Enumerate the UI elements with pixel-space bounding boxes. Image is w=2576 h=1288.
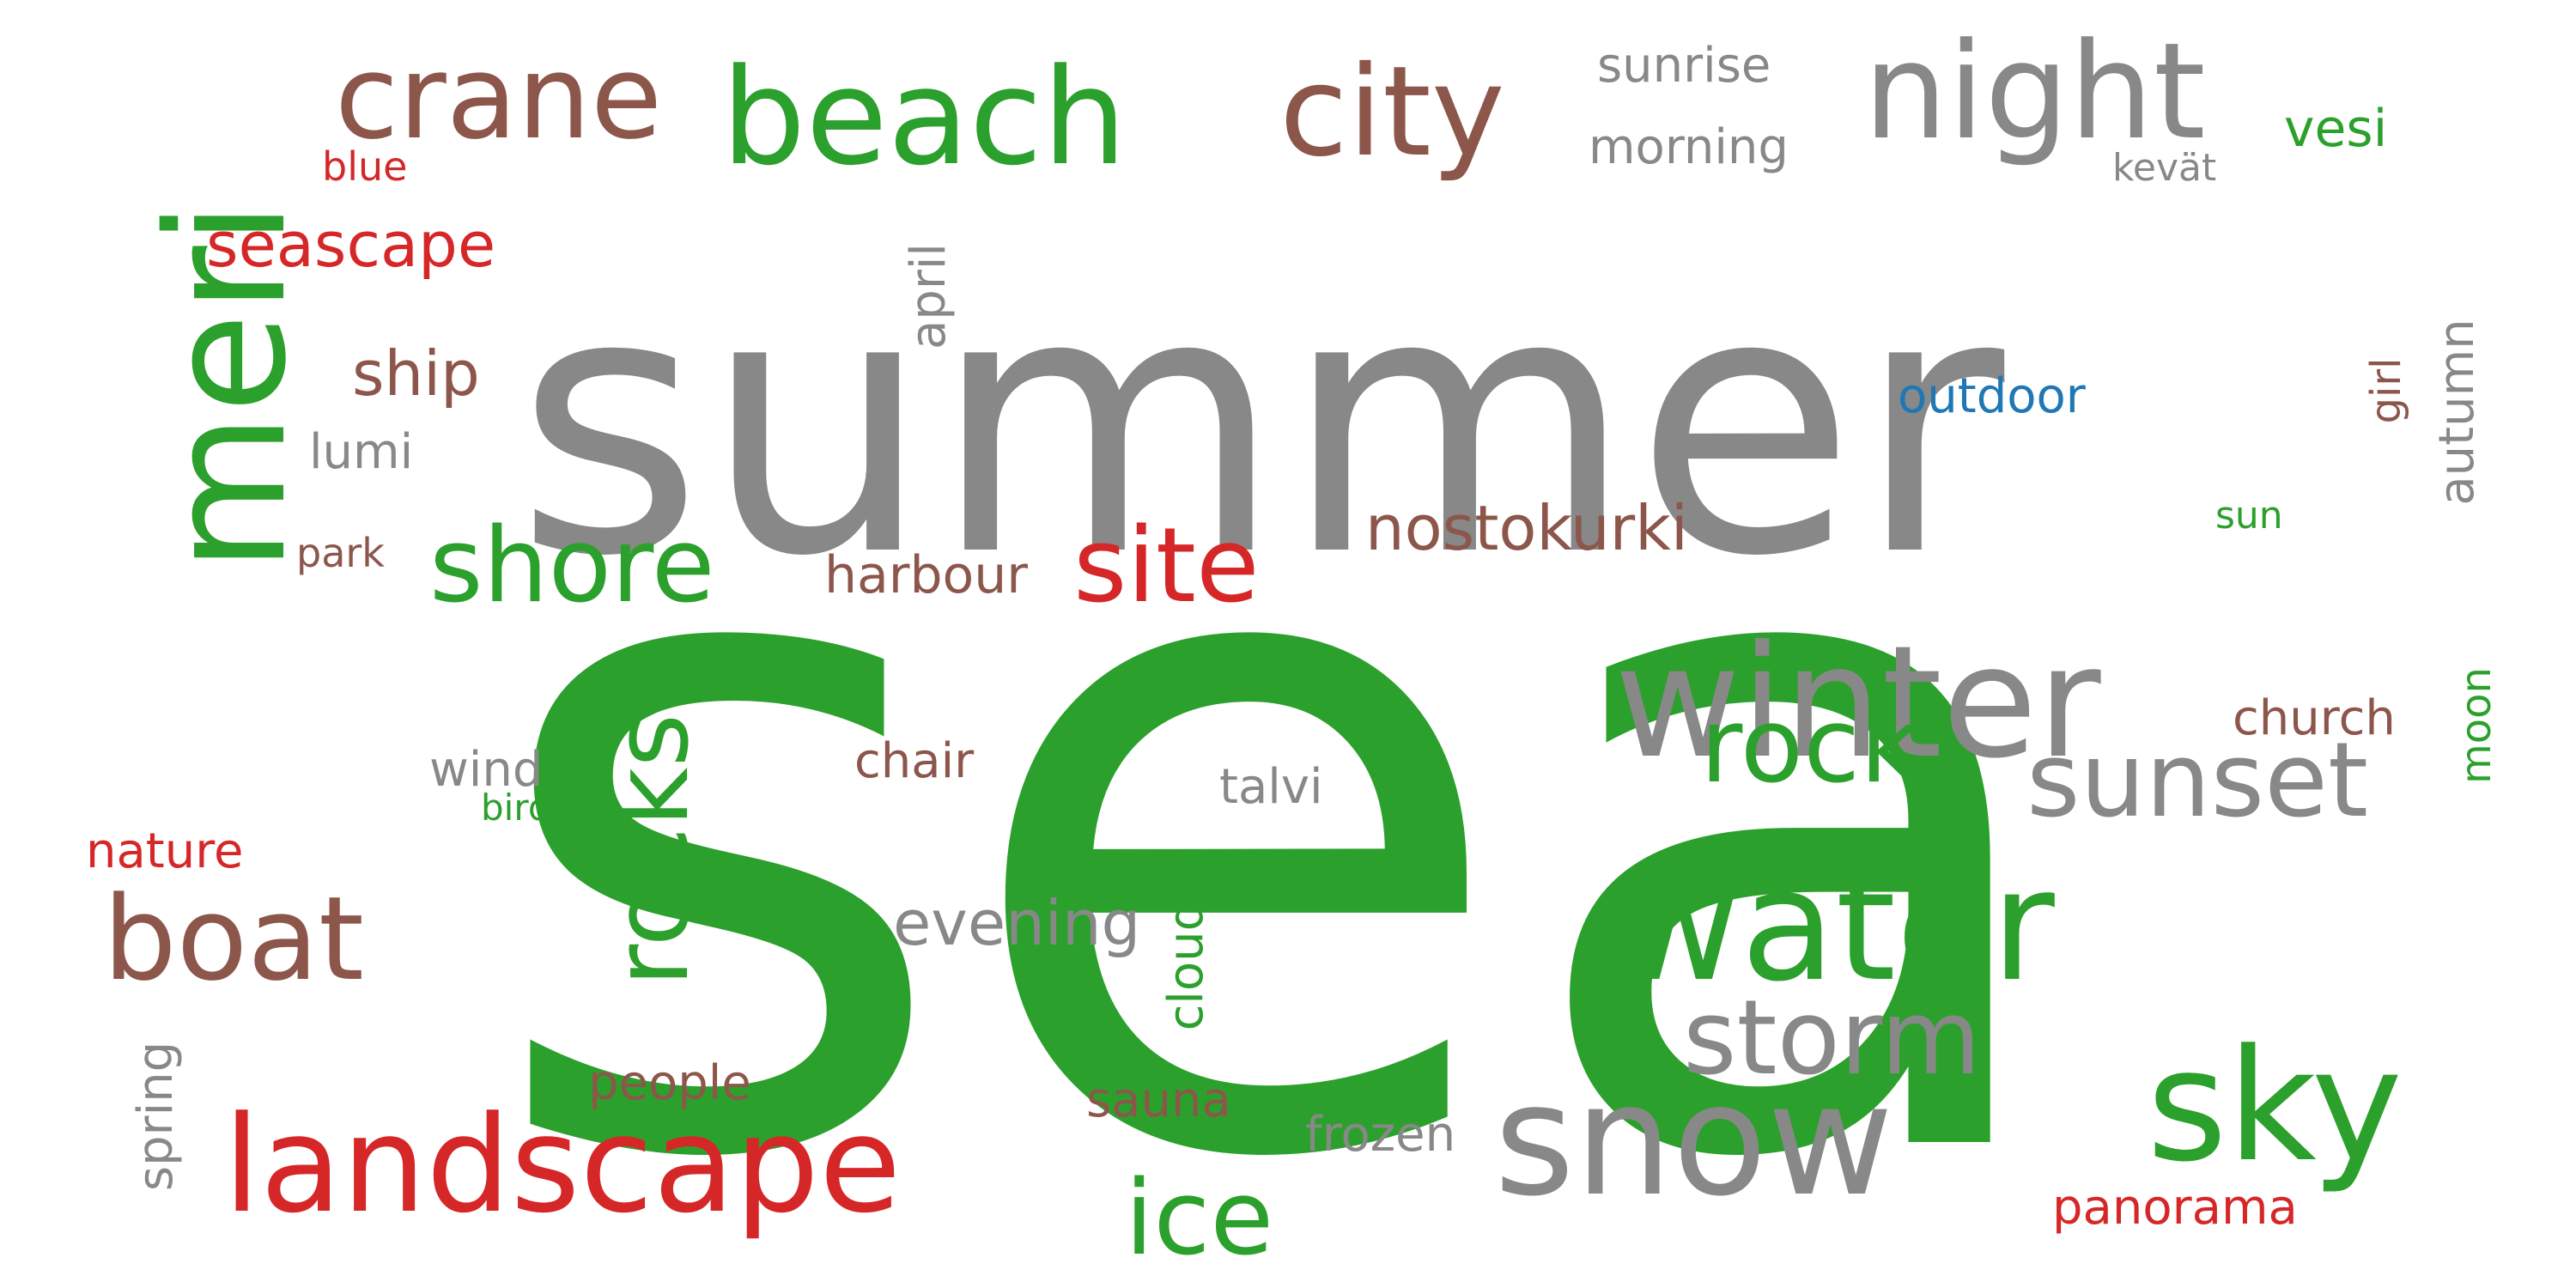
word-bird: bird: [481, 787, 551, 829]
word-winter: winter: [1614, 613, 2101, 793]
word-outdoor: outdoor: [1898, 368, 2087, 424]
word-snow: snow: [1494, 1051, 1893, 1230]
word-sunset: sunset: [2026, 721, 2368, 841]
word-moon: moon: [2452, 667, 2500, 784]
word-morning: morning: [1589, 119, 1789, 175]
word-sunrise: sunrise: [1597, 38, 1771, 94]
word-sky: sky: [2147, 1017, 2403, 1196]
word-city: city: [1279, 39, 1505, 185]
word-landscape: landscape: [223, 1087, 901, 1242]
word-seascape: seascape: [206, 209, 495, 281]
word-chair: chair: [854, 733, 975, 789]
word-ship: ship: [352, 337, 480, 410]
word-sauna: sauna: [1086, 1072, 1231, 1128]
word-boat: boat: [103, 872, 364, 1006]
word-church: church: [2233, 690, 2396, 746]
word-sea: sea: [481, 297, 2073, 1288]
word-meri: meri: [132, 201, 322, 573]
word-people: people: [588, 1055, 751, 1111]
word-site: site: [1073, 507, 1260, 626]
word-summer: summer: [515, 216, 2008, 635]
word-storm: storm: [1683, 979, 1981, 1098]
word-evening: evening: [893, 887, 1140, 959]
word-beach: beach: [721, 39, 1127, 195]
word-autumn: autumn: [2429, 319, 2485, 505]
word-frozen: frozen: [1305, 1107, 1455, 1163]
word-nostokurki: nostokurki: [1365, 492, 1688, 564]
word-rock: rock: [1700, 687, 1920, 806]
word-ice: ice: [1125, 1159, 1273, 1279]
word-girl: girl: [2362, 358, 2410, 424]
word-blue: blue: [322, 143, 407, 190]
word-park: park: [296, 530, 385, 576]
word-spring: spring: [128, 1042, 184, 1191]
word-water: water: [1614, 836, 2055, 1016]
word-sun: sun: [2215, 494, 2283, 538]
word-lumi: lumi: [309, 424, 413, 480]
word-panorama: panorama: [2052, 1180, 2298, 1236]
word-april: april: [901, 243, 957, 349]
word-harbour: harbour: [824, 545, 1028, 605]
word-shore: shore: [429, 507, 715, 626]
word-night: night: [1863, 14, 2206, 169]
word-clouds: clouds: [1158, 876, 1214, 1031]
word-rocks: rocks: [592, 714, 712, 987]
word-nature: nature: [86, 823, 244, 879]
word-talvi: talvi: [1219, 759, 1323, 815]
word-crane: crane: [335, 30, 662, 165]
word-wind: wind: [429, 742, 543, 798]
word-vesi: vesi: [2284, 99, 2387, 159]
word-kevät: kevät: [2112, 146, 2216, 190]
